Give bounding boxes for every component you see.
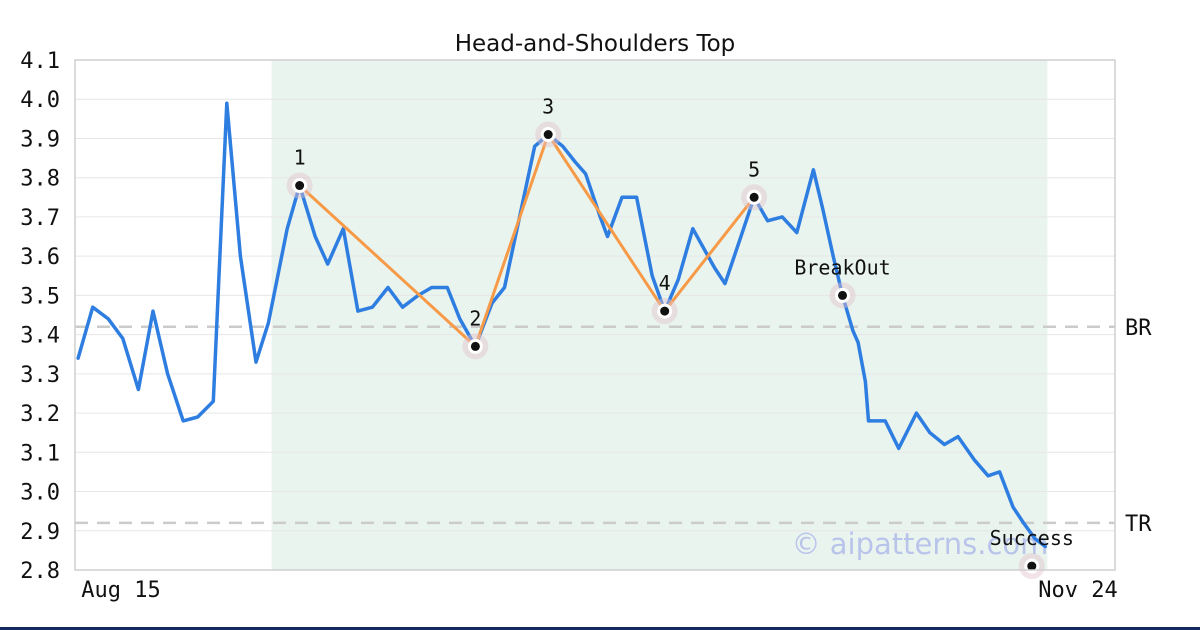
- annotation-label-breakout: BreakOut: [794, 255, 890, 279]
- marker-dot: [543, 130, 553, 140]
- marker-dot: [295, 181, 305, 191]
- y-tick-label: 3.0: [20, 481, 60, 506]
- marker-dot: [838, 290, 848, 300]
- annotation-label-5: 5: [748, 157, 760, 181]
- x-tick-label-start: Aug 15: [81, 578, 160, 603]
- watermark: © aipatterns.com: [792, 527, 1049, 561]
- y-tick-label: 3.3: [20, 363, 60, 388]
- y-tick-label: 3.7: [20, 206, 60, 231]
- marker-dot: [660, 306, 670, 316]
- price-line: [76, 101, 1048, 549]
- chart-title: Head-and-Shoulders Top: [455, 31, 736, 57]
- annotation-label-2: 2: [469, 306, 481, 330]
- y-tick-label: 2.8: [20, 559, 60, 584]
- marker-dot: [1027, 561, 1037, 571]
- y-tick-label: 3.5: [20, 284, 60, 309]
- level-label-br: BR: [1125, 316, 1152, 341]
- y-tick-label: 3.9: [20, 127, 60, 152]
- annotation-label-1: 1: [294, 146, 306, 170]
- plot-frame: [74, 59, 1116, 571]
- chart-background-layer: [75, 60, 1115, 570]
- y-tick-label: 2.9: [20, 520, 60, 545]
- annotation-label-3: 3: [542, 95, 554, 119]
- y-tick-label: 3.4: [20, 324, 60, 349]
- y-tick-label: 4.1: [20, 49, 60, 74]
- y-tick-label: 4.0: [20, 88, 60, 113]
- annotation-label-4: 4: [659, 271, 671, 295]
- chart-data-layer: 1 2 3 4 5 BreakOut Success 4.1 4.0 3.9 3.8 3.7 3.6 3.…: [20, 49, 1152, 584]
- level-label-tr: TR: [1125, 512, 1152, 537]
- annotation-label-success: Success: [990, 526, 1074, 550]
- y-tick-label: 3.8: [20, 167, 60, 192]
- y-tick-label: 3.1: [20, 441, 60, 466]
- y-tick-label: 3.2: [20, 402, 60, 427]
- bottom-accent-bar: [0, 627, 1200, 630]
- y-tick-label: 3.6: [20, 245, 60, 270]
- marker-dot: [749, 192, 759, 202]
- marker-dot: [470, 341, 480, 351]
- x-tick-label-end: Nov 24: [1038, 578, 1117, 603]
